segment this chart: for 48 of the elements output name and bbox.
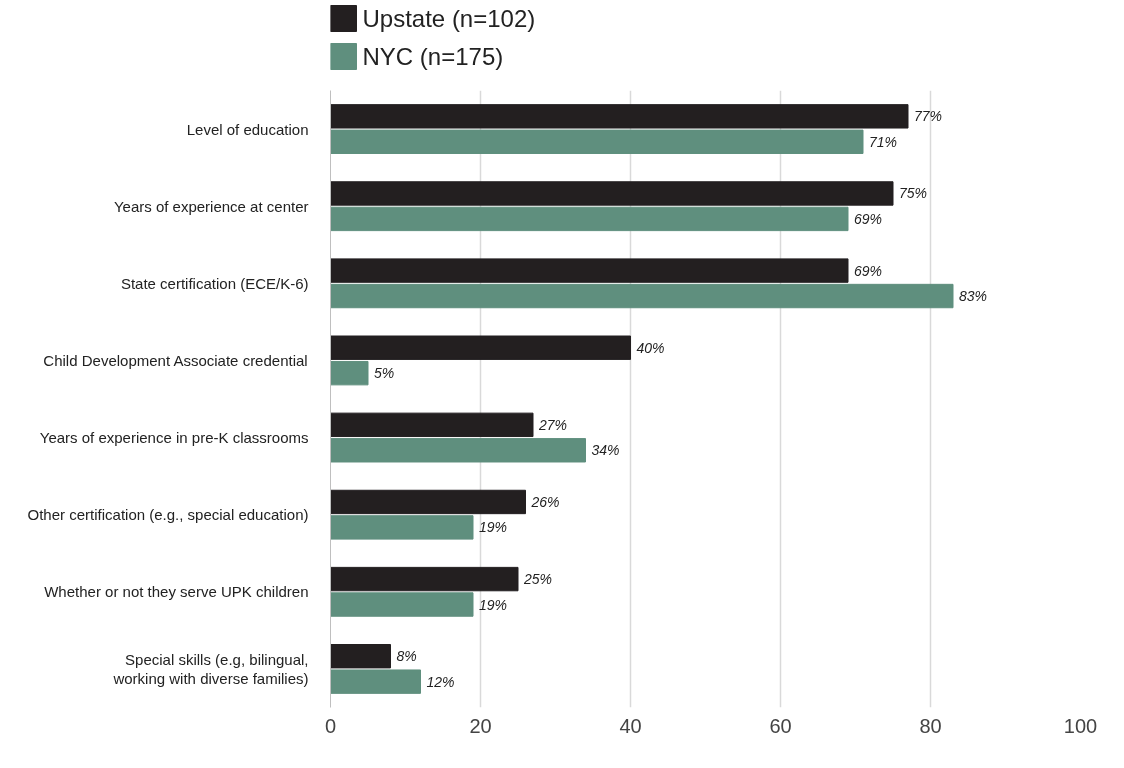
y-tick-label: Years of experience at center bbox=[113, 197, 309, 215]
bar bbox=[330, 129, 864, 154]
data-label: 69% bbox=[854, 210, 883, 227]
y-tick-label: Whether or not they serve UPK children bbox=[44, 583, 309, 601]
bar bbox=[330, 258, 849, 283]
data-label: 71% bbox=[869, 133, 898, 150]
legend-label: Upstate (n=102) bbox=[362, 5, 536, 32]
data-label: 19% bbox=[479, 519, 508, 536]
data-label: 83% bbox=[959, 288, 988, 305]
bar bbox=[330, 360, 369, 386]
data-label: 77% bbox=[914, 108, 943, 125]
bar bbox=[330, 669, 421, 694]
x-tick-label: 100 bbox=[1063, 714, 1098, 737]
data-label: 19% bbox=[479, 596, 508, 613]
data-label: 12% bbox=[426, 673, 455, 690]
bar bbox=[330, 438, 586, 463]
bar bbox=[330, 592, 474, 617]
data-label: 69% bbox=[854, 262, 883, 279]
data-label: 5% bbox=[374, 365, 395, 382]
bar bbox=[330, 283, 954, 309]
x-tick-label: 40 bbox=[619, 714, 642, 737]
data-label: 40% bbox=[636, 339, 665, 356]
data-label: 34% bbox=[591, 442, 620, 459]
bar bbox=[330, 335, 631, 360]
y-tick-label: Level of education bbox=[186, 120, 309, 138]
data-label: 26% bbox=[530, 493, 560, 510]
y-tick-label: Child Development Associate credential bbox=[43, 351, 308, 369]
bar bbox=[330, 566, 519, 592]
y-tick-label: Special skills (e.g, bilingual, working with diverse families) bbox=[112, 650, 309, 688]
legend-label: NYC (n=175) bbox=[362, 43, 504, 70]
bar bbox=[330, 489, 526, 515]
y-tick-label: State certification (ECE/K-6) bbox=[120, 274, 309, 292]
bar bbox=[330, 104, 909, 129]
data-label: 25% bbox=[523, 571, 553, 588]
x-tick-label: 80 bbox=[919, 714, 942, 737]
data-label: 75% bbox=[899, 185, 928, 202]
data-label: 27% bbox=[538, 416, 568, 433]
bar bbox=[330, 644, 391, 669]
x-tick-label: 20 bbox=[469, 714, 492, 737]
bar bbox=[330, 181, 894, 206]
data-label: 8% bbox=[396, 648, 417, 665]
bar bbox=[330, 206, 849, 232]
bar bbox=[330, 515, 474, 540]
y-tick-label: Other certification (e.g., special education) bbox=[27, 506, 309, 524]
bar bbox=[330, 412, 534, 438]
y-tick-label: Years of experience in pre-K classrooms bbox=[39, 429, 309, 447]
x-tick-label: 60 bbox=[769, 714, 792, 737]
x-tick-label: 0 bbox=[324, 714, 337, 737]
